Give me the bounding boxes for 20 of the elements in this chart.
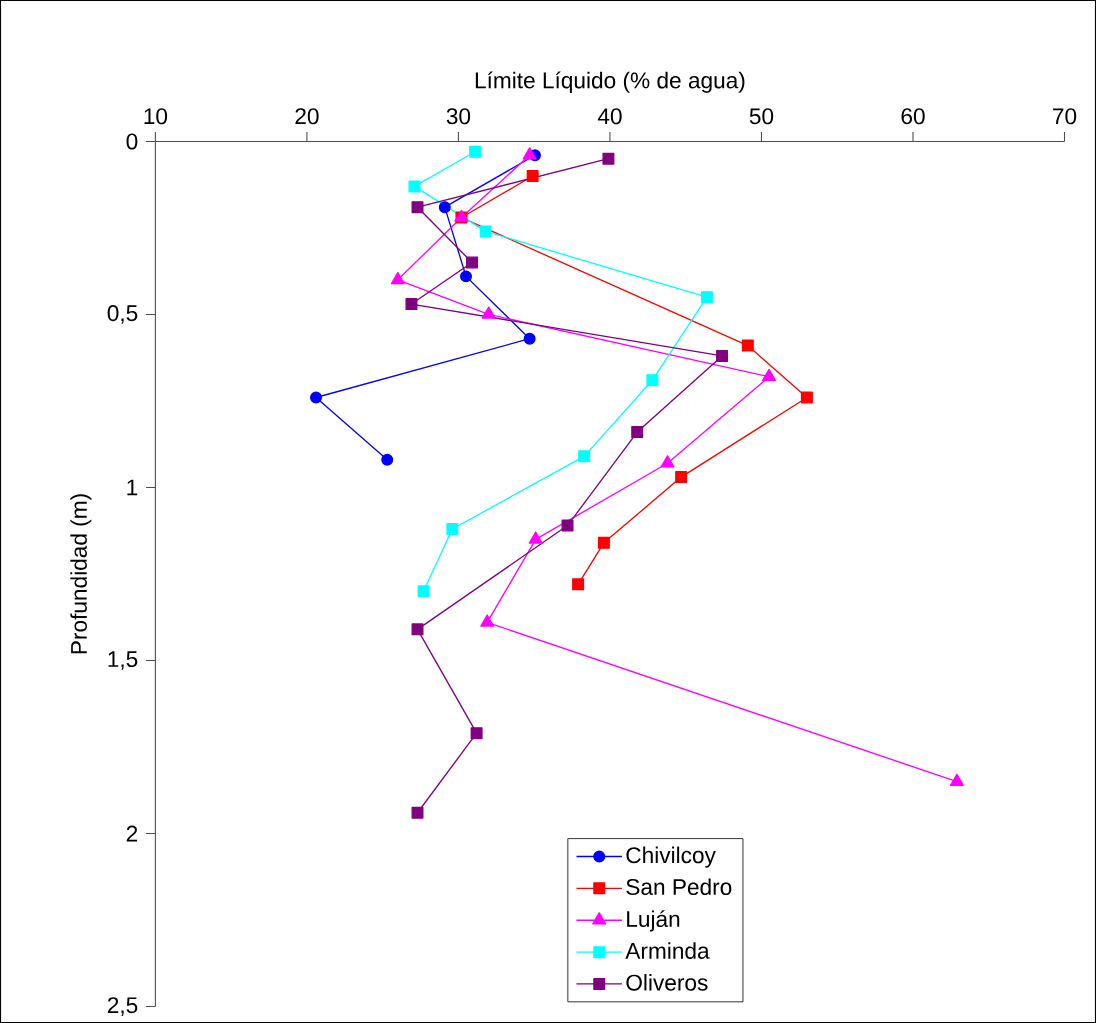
- x-axis-title: Límite Líquido (% de agua): [475, 71, 745, 93]
- y-tick-label: 2,5: [107, 996, 138, 1016]
- y-tick-label: 2: [126, 825, 138, 842]
- y-tick-label: 0: [126, 133, 138, 150]
- x-tick-label: 60: [901, 108, 925, 125]
- x-tick-label: 10: [144, 108, 168, 125]
- x-tick-label: 70: [1053, 108, 1077, 125]
- y-tick-label: 1: [127, 479, 138, 496]
- legend-label: San Pedro: [626, 878, 732, 895]
- legend-label: Arminda: [625, 942, 710, 959]
- x-tick-label: 20: [295, 108, 319, 125]
- y-tick-label: 0,5: [107, 304, 138, 324]
- legend-label: Chivilcoy: [626, 846, 716, 868]
- y-axis-title: Profundidad (m): [70, 494, 92, 654]
- x-tick-label: 50: [749, 108, 774, 125]
- legend-label: Oliveros: [626, 973, 708, 991]
- x-tick-label: 30: [446, 108, 471, 125]
- y-tick-label: 1,5: [108, 651, 138, 670]
- x-tick-label: 40: [597, 108, 622, 125]
- legend-label: Luján: [627, 909, 680, 932]
